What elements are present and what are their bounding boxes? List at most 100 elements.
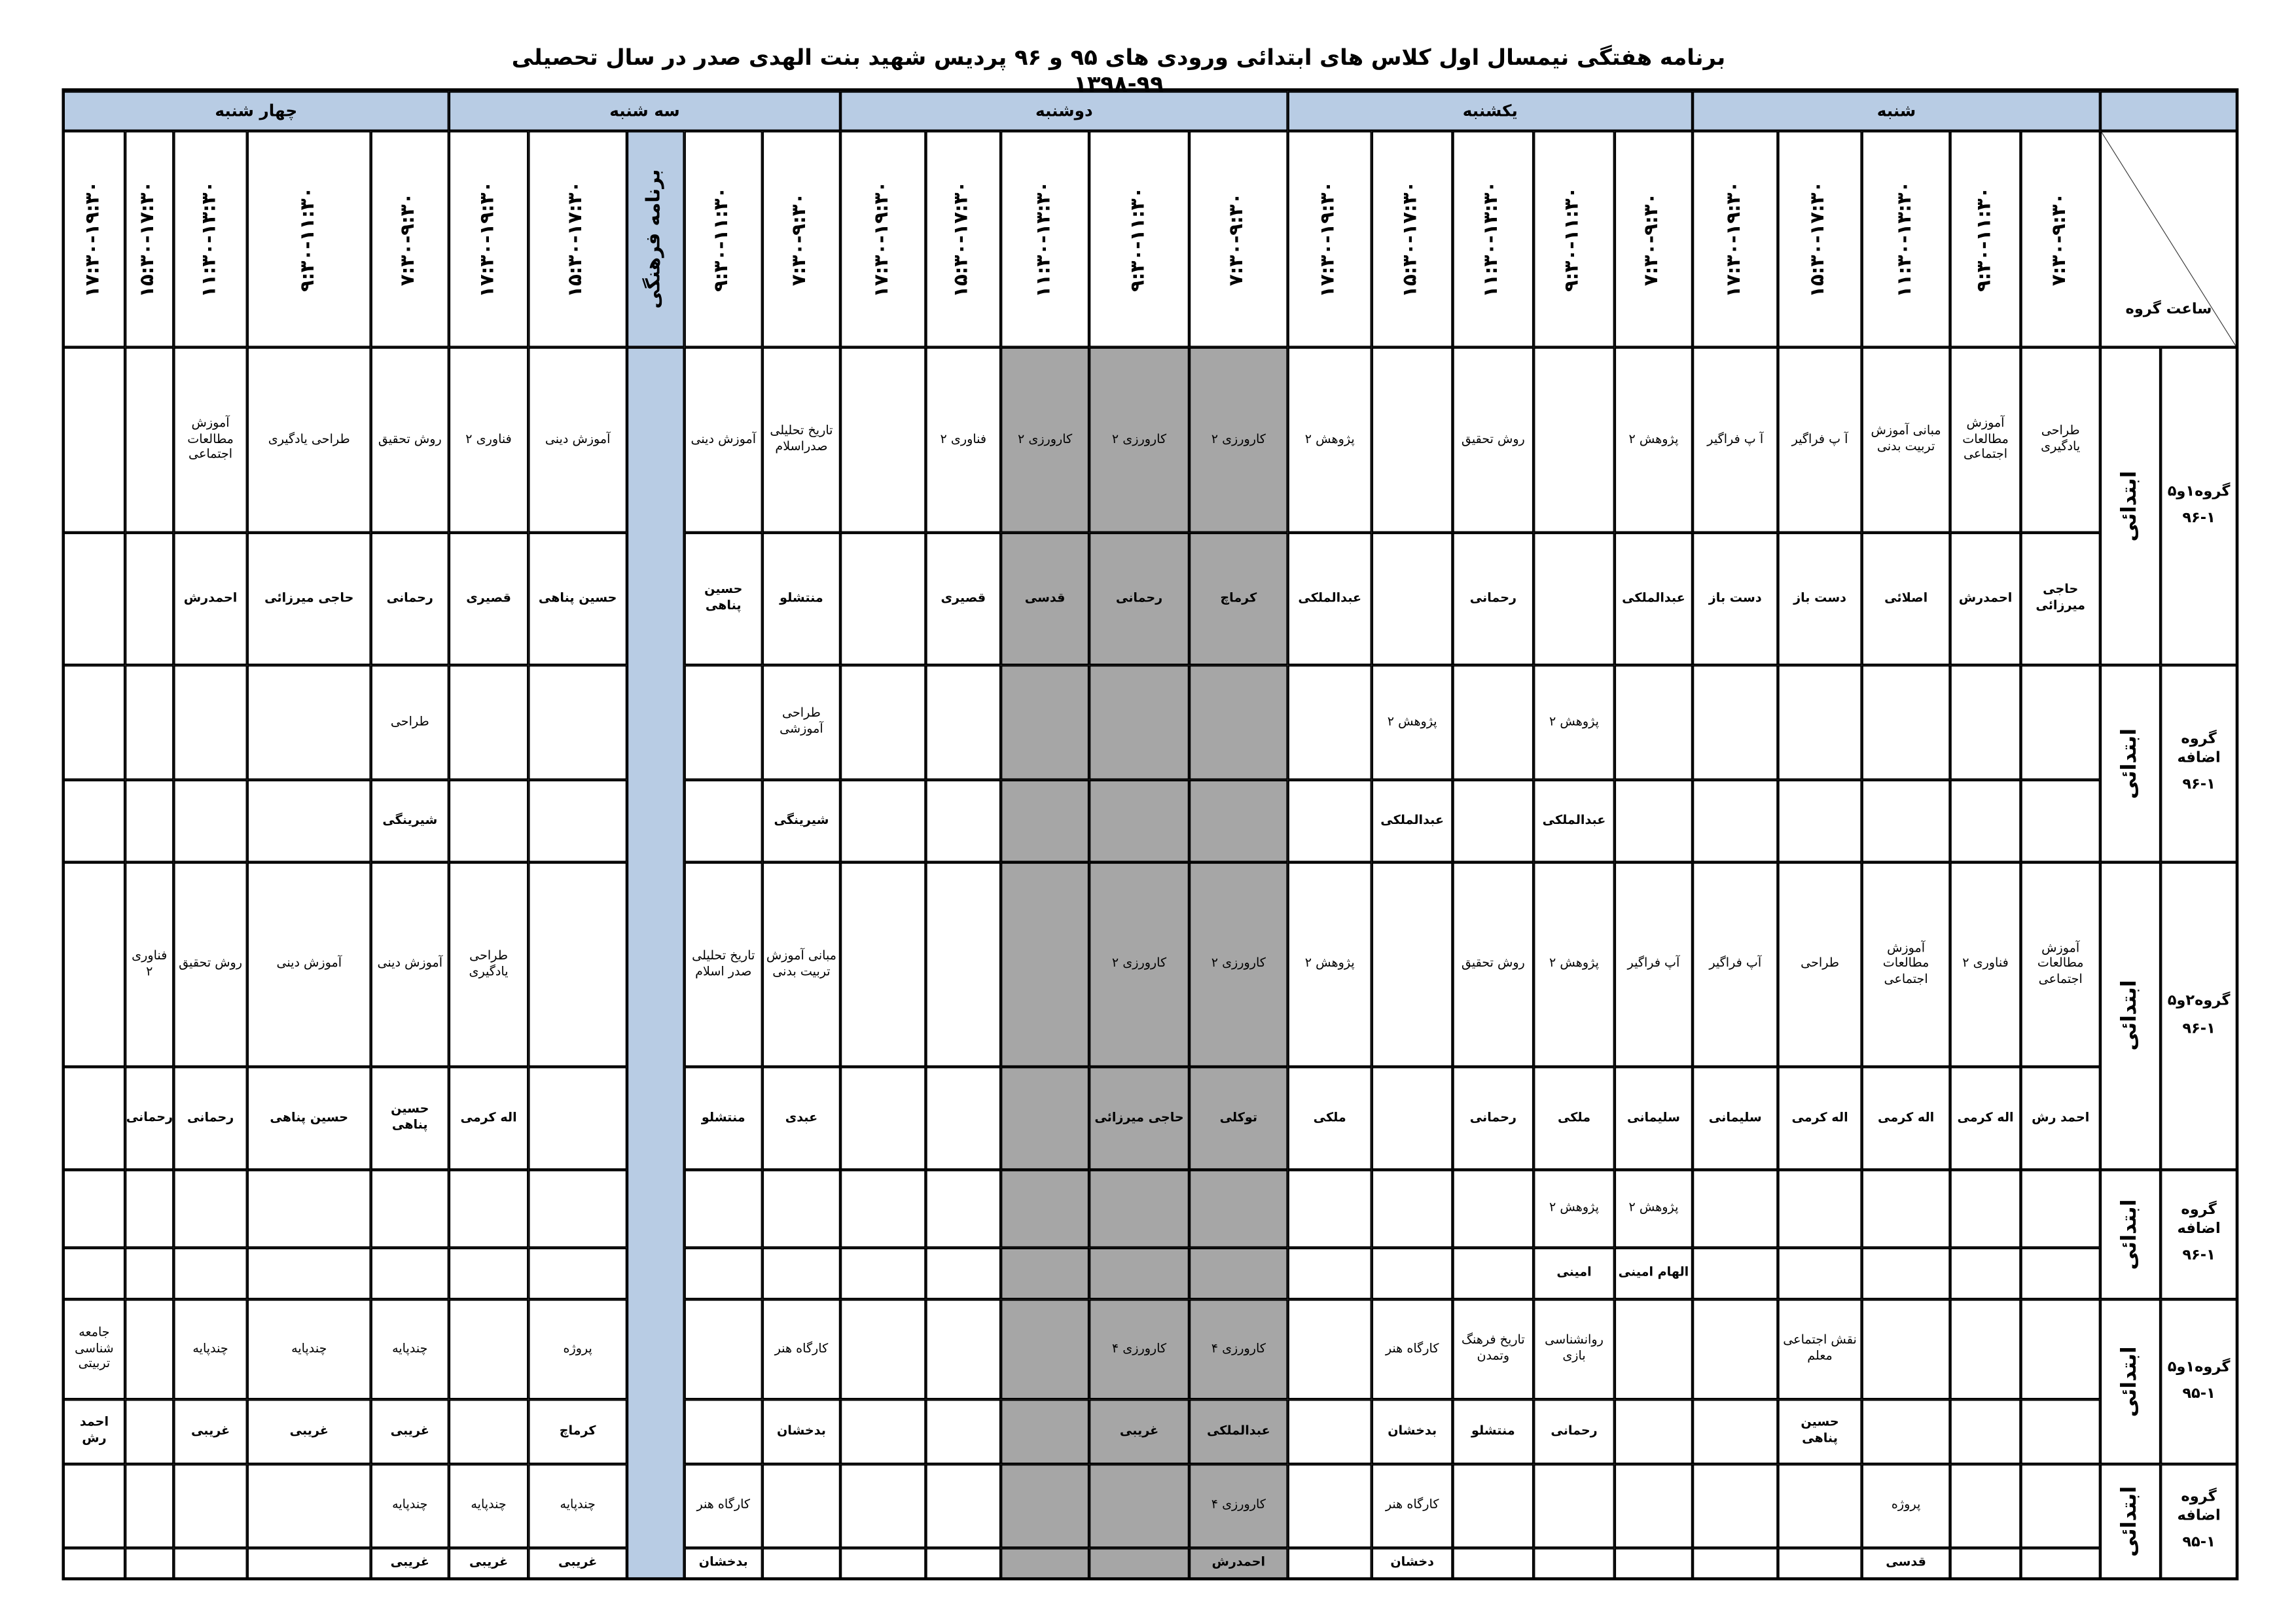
course-cell: پروژه (1861, 1464, 1950, 1548)
time-header: ۹:۳۰-۱۱:۳۰ (684, 131, 762, 348)
empty-cell (1371, 532, 1453, 666)
empty-cell (63, 1464, 126, 1548)
empty-cell (1950, 1399, 2021, 1465)
teacher-cell: عبدالملکی (1189, 1399, 1288, 1465)
empty-cell (448, 665, 529, 780)
teacher-cell: بدخشان (762, 1399, 841, 1465)
empty-cell (2020, 779, 2100, 863)
course-cell: آموزش دینی (370, 862, 449, 1067)
empty-cell (762, 1247, 841, 1300)
empty-cell (1534, 1464, 1615, 1548)
empty-cell (63, 1247, 126, 1300)
empty-cell (1693, 779, 1778, 863)
teacher-cell: کرماچ (528, 1399, 627, 1465)
empty-cell (840, 347, 926, 533)
time-label: ۹:۳۰-۱۱:۳۰ (1973, 187, 1996, 292)
course-cell: آ پ فراگیر (1693, 347, 1778, 533)
empty-cell (1001, 862, 1090, 1067)
course-cell: تاریخ تحلیلی صدر اسلام (684, 862, 762, 1067)
course-cell: روش تحقیق (173, 862, 247, 1067)
empty-cell (840, 532, 926, 666)
empty-cell (1614, 1399, 1693, 1465)
time-label: ۱۵:۳۰-۱۷:۳۰ (951, 181, 974, 298)
time-header: ۱۷:۳۰-۱۹:۳۰ (1693, 131, 1778, 348)
group-name: گروه اضافه (2177, 732, 2221, 766)
corner: ساعت گروه (2100, 131, 2238, 348)
empty-cell (684, 779, 762, 863)
course-cell: آپ فراگیر (1614, 862, 1693, 1067)
empty-cell (840, 1399, 926, 1465)
empty-cell (247, 1247, 371, 1300)
group-name: گروه اضافه ۹۶-۱ (2161, 1169, 2238, 1300)
course-cell: چندپایه (370, 1299, 449, 1400)
empty-cell (1189, 1169, 1288, 1248)
teacher-cell: منتشلو (762, 532, 841, 666)
group-level: ابتدائی (2100, 665, 2161, 863)
empty-cell (1778, 1464, 1862, 1548)
time-label: ۱۱:۳۰-۱۳:۳۰ (1893, 181, 1916, 298)
empty-cell (63, 1548, 126, 1579)
course-cell: روانشناسی بازی (1534, 1299, 1615, 1400)
time-label: ۱۱:۳۰-۱۳:۳۰ (198, 181, 221, 298)
course-cell: آموزش مطالعات اجتماعی (173, 347, 247, 533)
empty-cell (2020, 1399, 2100, 1465)
empty-cell (1287, 1169, 1372, 1248)
time-label: ۱۷:۳۰-۱۹:۳۰ (476, 181, 499, 298)
empty-cell (2020, 1548, 2100, 1579)
group-code: ۹۶-۱ (2182, 510, 2215, 527)
course-cell: کارگاه هنر (1371, 1299, 1453, 1400)
empty-cell (1950, 1169, 2021, 1248)
empty-cell (925, 862, 1001, 1067)
empty-cell (1452, 1169, 1534, 1248)
empty-cell (1861, 779, 1950, 863)
teacher-cell: غریبی (370, 1548, 449, 1579)
time-header: ۱۷:۳۰-۱۹:۳۰ (63, 131, 126, 348)
empty-cell (1001, 1067, 1090, 1170)
empty-cell (684, 1247, 762, 1300)
course-cell: پژوهش ۲ (1287, 862, 1372, 1067)
empty-cell (1778, 1169, 1862, 1248)
course-cell: چندپایه (247, 1299, 371, 1400)
time-label: ۹:۳۰-۱۱:۳۰ (711, 187, 734, 292)
course-cell: کارورزی ۴ (1189, 1464, 1288, 1548)
empty-cell (1089, 1169, 1189, 1248)
course-cell: فناوری ۲ (125, 862, 174, 1067)
teacher-cell: حسین پناهی (1778, 1399, 1862, 1465)
empty-cell (684, 1299, 762, 1400)
time-label: ۷:۳۰-۹:۳۰ (1641, 192, 1664, 286)
group-level: ابتدائی (2100, 862, 2161, 1170)
teacher-cell: حاجی میرزائی (247, 532, 371, 666)
teacher-cell: قصیری (448, 532, 529, 666)
teacher-cell: دست باز (1693, 532, 1778, 666)
empty-cell (1001, 1299, 1090, 1400)
empty-cell (925, 1548, 1001, 1579)
teacher-cell: غریبی (370, 1399, 449, 1465)
empty-cell (1287, 1299, 1372, 1400)
time-header: ۷:۳۰-۹:۳۰ (1614, 131, 1693, 348)
time-label: ۱۷:۳۰-۱۹:۳۰ (1723, 181, 1746, 298)
empty-cell (247, 1169, 371, 1248)
empty-cell (925, 665, 1001, 780)
empty-cell (173, 1169, 247, 1248)
level-label: ابتدائی (2117, 1199, 2142, 1270)
empty-cell (173, 665, 247, 780)
empty-cell (528, 779, 627, 863)
empty-cell (1189, 1247, 1288, 1300)
teacher-cell: کرماچ (1189, 532, 1288, 666)
empty-cell (925, 1464, 1001, 1548)
time-header: ۷:۳۰-۹:۳۰ (762, 131, 841, 348)
course-cell: کارورزی ۲ (1089, 862, 1189, 1067)
group-name: گروه اضافه ۹۵-۱ (2161, 1464, 2238, 1579)
empty-cell (1778, 779, 1862, 863)
teacher-cell: اله کرمی (1778, 1067, 1862, 1170)
empty-cell (63, 1067, 126, 1170)
course-cell: آپ فراگیر (1693, 862, 1778, 1067)
empty-cell (528, 1067, 627, 1170)
teacher-cell: الهام امینی (1614, 1247, 1693, 1300)
empty-cell (2020, 1247, 2100, 1300)
empty-cell (448, 1247, 529, 1300)
empty-cell (1693, 1247, 1778, 1300)
day-header: دوشنبه (840, 91, 1288, 132)
empty-cell (1950, 1548, 2021, 1579)
empty-cell (1614, 779, 1693, 863)
